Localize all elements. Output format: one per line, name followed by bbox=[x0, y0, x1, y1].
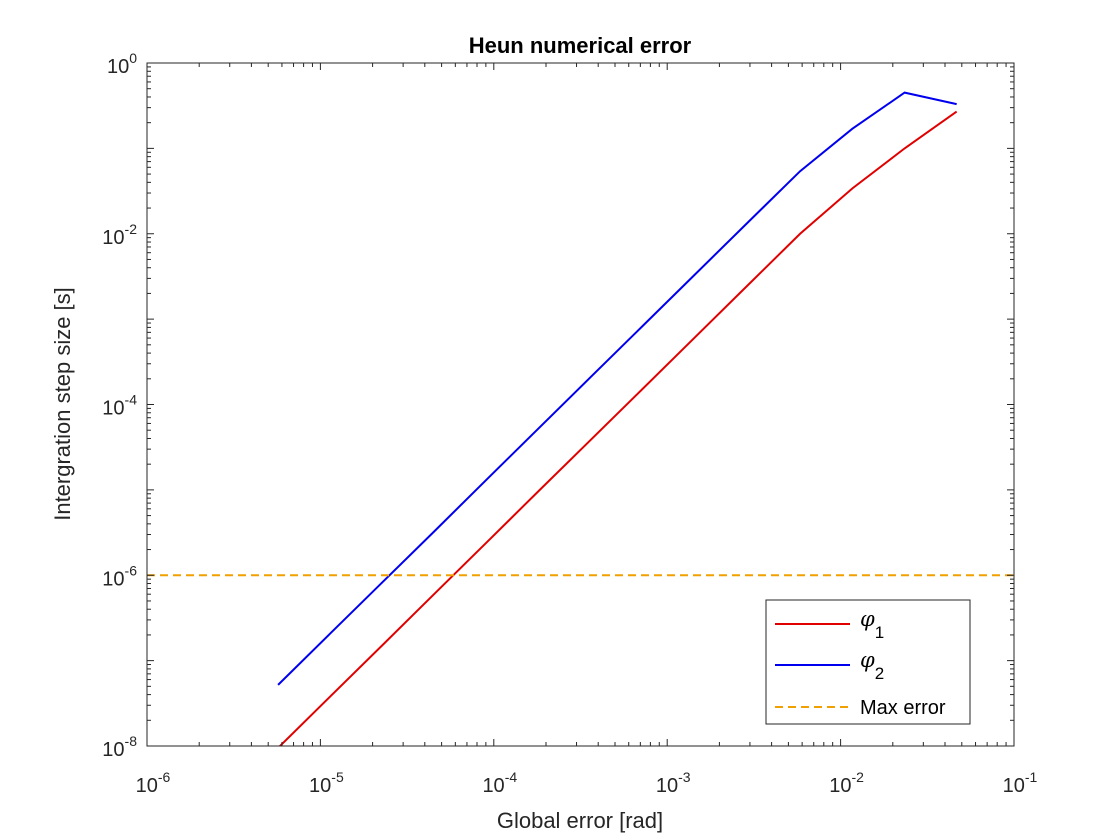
x-tick-label-exp: -4 bbox=[505, 769, 518, 785]
y-tick-label: 10-8 bbox=[102, 733, 137, 761]
x-tick-label-base: 10 bbox=[482, 775, 504, 797]
y-tick-label: 10-4 bbox=[102, 392, 137, 420]
x-tick-label-exp: -5 bbox=[331, 769, 344, 785]
tick-labels: 10-6 10-5 10-4 10-3 10-2 10-110-810-610-410-2… bbox=[102, 50, 1037, 797]
x-tick-label-base: 10 bbox=[829, 775, 851, 797]
x-tick-label: 10-5 bbox=[309, 769, 344, 797]
y-tick-label-exp: -8 bbox=[125, 733, 138, 749]
x-tick-label: 10-6 bbox=[136, 769, 171, 797]
legend-subscript: 1 bbox=[875, 623, 884, 642]
x-tick-label: 10-2 bbox=[829, 769, 864, 797]
legend-subscript: 2 bbox=[875, 664, 884, 683]
chart-title: Heun numerical error bbox=[469, 33, 692, 58]
x-tick-label-exp: -1 bbox=[1025, 769, 1038, 785]
x-tick-label-exp: -3 bbox=[678, 769, 691, 785]
y-tick-label-exp: -4 bbox=[125, 392, 138, 408]
series-line-2 bbox=[277, 91, 957, 686]
legend-label-2: φ2 bbox=[860, 648, 884, 683]
y-tick-label-base: 10 bbox=[102, 568, 124, 590]
y-tick-label-exp: -6 bbox=[125, 562, 138, 578]
legend-box bbox=[765, 599, 971, 725]
series-line-1 bbox=[278, 110, 958, 746]
y-tick-label-base: 10 bbox=[102, 398, 124, 420]
y-tick-label-base: 10 bbox=[107, 56, 129, 78]
x-tick-label-base: 10 bbox=[1003, 775, 1025, 797]
x-tick-label-base: 10 bbox=[309, 775, 331, 797]
legend-symbol: φ bbox=[860, 648, 875, 672]
legend-symbol: φ bbox=[860, 607, 875, 631]
x-tick-label: 10-4 bbox=[482, 769, 517, 797]
y-tick-label-exp: -2 bbox=[125, 221, 138, 237]
x-tick-label-exp: -6 bbox=[158, 769, 171, 785]
y-tick-label: 10-2 bbox=[102, 221, 137, 249]
x-tick-label: 10-3 bbox=[656, 769, 691, 797]
legend-label-3: Max error bbox=[860, 697, 946, 719]
y-tick-label-base: 10 bbox=[102, 739, 124, 761]
x-tick-label-base: 10 bbox=[136, 775, 158, 797]
x-tick-label-exp: -2 bbox=[851, 769, 864, 785]
y-tick-label-base: 10 bbox=[102, 227, 124, 249]
x-tick-label: 10-1 bbox=[1003, 769, 1038, 797]
x-axis-label: Global error [rad] bbox=[497, 808, 663, 833]
legend-label-1: φ1 bbox=[860, 607, 884, 642]
plot-frame bbox=[146, 62, 1015, 747]
y-tick-label: 10-6 bbox=[102, 562, 137, 590]
y-tick-label-exp: 0 bbox=[129, 50, 137, 66]
x-tick-label-base: 10 bbox=[656, 775, 678, 797]
y-tick-label: 100 bbox=[107, 50, 137, 78]
y-axis-label: Intergration step size [s] bbox=[50, 287, 75, 521]
series-layer bbox=[147, 91, 1014, 746]
